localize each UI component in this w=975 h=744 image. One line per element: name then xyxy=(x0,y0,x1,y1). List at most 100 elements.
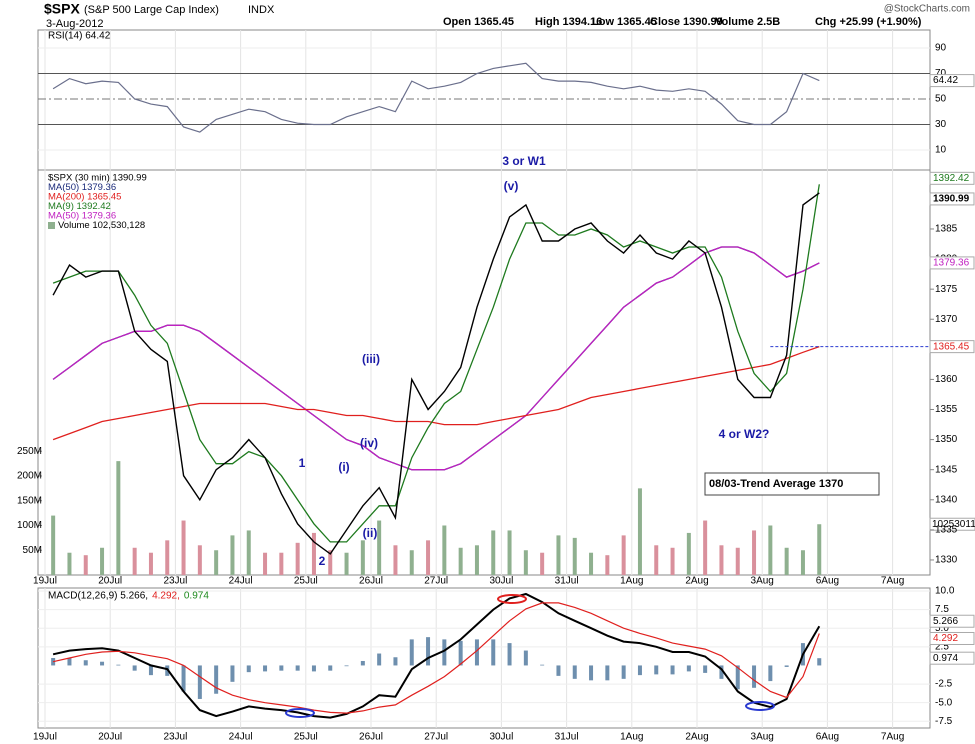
volume-bar xyxy=(197,545,202,575)
volume-bar xyxy=(51,515,56,575)
value-tag-label: 64.42 xyxy=(933,75,958,86)
volume-bar xyxy=(344,552,349,575)
x-tick-label: 31Jul xyxy=(555,576,579,587)
histogram-bar xyxy=(83,660,88,666)
rsi-legend: RSI(14) 64.42 xyxy=(48,31,111,42)
macd-line xyxy=(52,592,821,719)
volume-bar xyxy=(605,555,610,575)
annotation: (i) xyxy=(338,460,349,474)
annotation: (iii) xyxy=(362,352,380,366)
value-tag-label: 1365.45 xyxy=(933,341,970,352)
volume-bar xyxy=(686,532,691,575)
value-tag xyxy=(929,631,975,645)
y-tick-label: 7.5 xyxy=(935,604,949,615)
volume-bar xyxy=(703,520,708,575)
x-tick-label: 20Jul xyxy=(98,732,122,743)
histogram-bar xyxy=(703,665,708,673)
volume-bar xyxy=(230,535,235,575)
volume-bar xyxy=(572,537,577,575)
y-tick-label: 1350 xyxy=(935,434,958,445)
y-tick-label: -2.5 xyxy=(935,679,953,690)
volume-bar xyxy=(458,547,463,575)
histogram-bar xyxy=(637,665,642,676)
histogram-bar xyxy=(654,665,659,675)
y-tick-label: 10.0 xyxy=(935,586,955,597)
volume-bar xyxy=(279,552,284,575)
note-box xyxy=(704,472,880,496)
volume-bar xyxy=(442,525,447,575)
value-tag xyxy=(929,171,975,185)
y-tick-label: 90 xyxy=(935,43,947,54)
y-tick-label: -5.0 xyxy=(935,697,953,708)
quote-item: Close 1390.99 xyxy=(650,16,723,28)
quote-item: Volume 2.5B xyxy=(715,16,780,28)
histogram-bar xyxy=(328,665,333,671)
histogram-bar xyxy=(377,653,382,666)
panel-frame xyxy=(37,169,931,576)
volume-bar xyxy=(393,545,398,575)
legend-entry: MA(200) 1365.45 xyxy=(48,192,121,203)
value-tag-label: 4.292 xyxy=(933,633,958,644)
volume-bar xyxy=(116,461,121,575)
quote-item: Chg +25.99 (+1.90%) xyxy=(815,16,922,28)
x-tick-label: 19Jul xyxy=(33,732,57,743)
histogram-bar xyxy=(344,665,349,667)
y-tick-label: 1370 xyxy=(935,314,958,325)
x-tick-label: 7Aug xyxy=(881,732,904,743)
volume-bar xyxy=(328,550,333,575)
x-tick-label: 27Jul xyxy=(424,576,448,587)
value-tag-label: 0.974 xyxy=(933,653,958,664)
y-tick-label: 250M xyxy=(17,446,42,457)
volume-bar xyxy=(67,552,72,575)
x-tick-label: 24Jul xyxy=(229,732,253,743)
volume-bar xyxy=(246,530,251,575)
highlight xyxy=(745,701,775,711)
volume-bar xyxy=(360,540,365,575)
x-tick-label: 25Jul xyxy=(294,732,318,743)
volume-bar xyxy=(621,535,626,575)
x-tick-label: 19Jul xyxy=(33,576,57,587)
quote-item: Low 1365.45 xyxy=(592,16,657,28)
volume-bar xyxy=(670,547,675,575)
legend-swatch xyxy=(48,222,55,229)
annotation: 2 xyxy=(319,554,326,568)
volume-bar xyxy=(556,535,561,575)
histogram-bar xyxy=(784,665,789,667)
x-tick-label: 3Aug xyxy=(751,576,774,587)
histogram-bar xyxy=(246,665,251,673)
histogram-bar xyxy=(540,664,545,666)
y-tick-label: 150M xyxy=(17,495,42,506)
panel-frame xyxy=(37,587,931,729)
volume-bar xyxy=(589,552,594,575)
histogram-bar xyxy=(263,665,268,672)
volume-bar xyxy=(181,520,186,575)
histogram-bar xyxy=(311,665,316,672)
y-tick-label: 1335 xyxy=(935,525,958,536)
histogram-bar xyxy=(181,665,186,692)
volume-bar xyxy=(165,540,170,575)
volume-bar xyxy=(784,547,789,575)
ma-line xyxy=(52,345,820,441)
highlight xyxy=(285,708,315,718)
y-tick-label: 50 xyxy=(935,94,947,105)
ma-line xyxy=(52,246,820,471)
legend-entry: MA(50) 1379.36 xyxy=(48,182,116,193)
volume-bar xyxy=(507,530,512,575)
x-tick-label: 31Jul xyxy=(555,732,579,743)
histogram-bar xyxy=(67,658,72,666)
y-tick-label: 1360 xyxy=(935,374,958,385)
volume-bar xyxy=(100,547,105,575)
x-tick-label: 2Aug xyxy=(685,732,708,743)
volume-bar xyxy=(474,545,479,575)
rsi-line xyxy=(52,62,820,133)
x-tick-label: 1Aug xyxy=(620,576,643,587)
value-tag xyxy=(929,614,975,628)
value-tag xyxy=(929,192,975,206)
annotation: 1 xyxy=(299,456,306,470)
histogram-bar xyxy=(442,639,447,666)
histogram-bar xyxy=(572,665,577,679)
histogram-bar xyxy=(100,661,105,666)
histogram-bar xyxy=(735,665,740,690)
volume-bar xyxy=(735,547,740,575)
legend-entry: MA(9) 1392.42 xyxy=(48,201,111,212)
